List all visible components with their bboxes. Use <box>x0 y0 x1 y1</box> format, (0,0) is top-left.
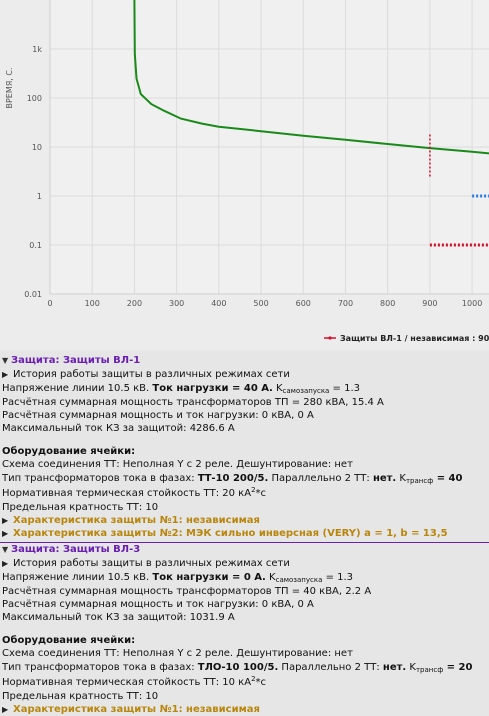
prot3-tt-row: Тип трансформаторов тока в фазах: ТЛО-10… <box>2 662 473 674</box>
x-tick-label: 1000 <box>462 299 482 308</box>
green-curve-series <box>133 0 489 155</box>
prot1-k-transf: = 40 <box>433 473 463 484</box>
prot3-char1-label[interactable]: Характеристика защиты №1: независимая <box>13 704 260 715</box>
prot1-equipment-heading: Оборудование ячейки: <box>2 446 136 457</box>
prot1-char1-toggle[interactable]: ▶ Характеристика защиты №1: независимая <box>0 514 489 527</box>
prot3-title[interactable]: Защита: Защиты ВЛ-3 <box>11 544 141 555</box>
y-axis-label: ВРЕМЯ, С. <box>5 67 14 108</box>
expand-icon[interactable]: ▶ <box>2 705 9 714</box>
prot1-history-toggle[interactable]: ▶ История работы защиты в различных режим… <box>0 368 489 381</box>
prot1-k-value: = 1.3 <box>329 383 360 394</box>
prot3-calc-load: Расчётная суммарная мощность и ток нагру… <box>2 599 314 610</box>
prot1-scheme: Схема соединения ТТ: Неполная Y с 2 реле… <box>2 459 353 470</box>
x-tick-label: 800 <box>380 299 395 308</box>
legend-marker[interactable] <box>328 336 332 340</box>
x-tick-label: 100 <box>85 299 100 308</box>
prot1-tt-type: ТТ-10 200/5. <box>197 473 269 484</box>
prot3-thermal: Нормативная термическая стойкость ТТ: 10… <box>2 675 267 689</box>
prot1-thermal: Нормативная термическая стойкость ТТ: 20… <box>2 486 267 500</box>
prot3-title-row[interactable]: ▼ Защита: Защиты ВЛ-3 <box>0 542 489 557</box>
prot1-load-current: Ток нагрузки = 40 А. <box>152 383 273 394</box>
x-tick-label: 400 <box>211 299 226 308</box>
prot1-calc-load: Расчётная суммарная мощность и ток нагру… <box>2 410 314 421</box>
prot3-history-label[interactable]: История работы защиты в различных режима… <box>13 558 290 569</box>
prot1-history-label[interactable]: История работы защиты в различных режима… <box>13 369 290 380</box>
time-current-chart: 0 100 200 300 400 500 600 700 800 900 1000 0.01 0.1 1… <box>0 0 489 350</box>
y-tick-label: 1 <box>37 192 42 201</box>
prot1-char1-label[interactable]: Характеристика защиты №1: независимая <box>13 515 260 526</box>
prot3-load-current: Ток нагрузки = 0 А. <box>152 572 266 583</box>
y-tick-label: 0.01 <box>24 290 42 299</box>
x-tick-label: 300 <box>169 299 184 308</box>
prot1-calc-power: Расчётная суммарная мощность трансформат… <box>2 397 384 408</box>
x-tick-label: 600 <box>296 299 311 308</box>
prot1-char2-label[interactable]: Характеристика защиты №2: МЭК сильно инв… <box>13 528 448 539</box>
prot3-scheme: Схема соединения ТТ: Неполная Y с 2 реле… <box>2 648 353 659</box>
y-tick-label: 10 <box>32 143 42 152</box>
prot3-k-transf: = 20 <box>443 662 473 673</box>
protection-info-panel: ▼ Защита: Защиты ВЛ-1 ▶ История работы за… <box>0 354 489 716</box>
legend-label[interactable]: Защиты ВЛ-1 / независимая : 90 <box>340 334 489 343</box>
x-tick-label: 200 <box>127 299 142 308</box>
x-tick-label: 900 <box>422 299 437 308</box>
expand-icon[interactable]: ▶ <box>2 516 9 525</box>
x-tick-label: 500 <box>253 299 268 308</box>
prot3-tt-type: ТЛО-10 100/5. <box>197 662 279 673</box>
prot3-multiplicity: Предельная кратность ТТ: 10 <box>2 691 159 702</box>
x-tick-label: 700 <box>338 299 353 308</box>
prot3-max-kz: Максимальный ток КЗ за защитой: 1031.9 А <box>2 612 235 623</box>
expand-icon[interactable]: ▶ <box>2 559 9 568</box>
y-tick-label: 0.1 <box>29 241 42 250</box>
prot3-history-toggle[interactable]: ▶ История работы защиты в различных режим… <box>0 557 489 570</box>
collapse-icon[interactable]: ▼ <box>2 356 9 365</box>
prot1-title-row[interactable]: ▼ Защита: Защиты ВЛ-1 <box>0 354 489 368</box>
prot1-voltage-row: Напряжение линии 10.5 кВ. Ток нагрузки =… <box>2 383 360 395</box>
prot3-char1-toggle[interactable]: ▶ Характеристика защиты №1: независимая <box>0 703 489 716</box>
prot1-multiplicity: Предельная кратность ТТ: 10 <box>2 502 159 513</box>
chart-svg: 0 100 200 300 400 500 600 700 800 900 1000 0.01 0.1 1… <box>0 0 489 350</box>
prot1-max-kz: Максимальный ток КЗ за защитой: 4286.6 А <box>2 423 235 434</box>
prot1-title[interactable]: Защита: Защиты ВЛ-1 <box>11 355 141 366</box>
y-tick-label: 100 <box>27 94 42 103</box>
x-tick-label: 0 <box>47 299 52 308</box>
expand-icon[interactable]: ▶ <box>2 529 9 538</box>
expand-icon[interactable]: ▶ <box>2 370 9 379</box>
prot3-calc-power: Расчётная суммарная мощность трансформат… <box>2 586 372 597</box>
prot3-voltage-row: Напряжение линии 10.5 кВ. Ток нагрузки =… <box>2 572 354 584</box>
prot1-char2-toggle[interactable]: ▶ Характеристика защиты №2: МЭК сильно ин… <box>0 527 489 540</box>
prot1-tt-row: Тип трансформаторов тока в фазах: ТТ-10 … <box>2 473 463 485</box>
collapse-icon[interactable]: ▼ <box>2 545 9 554</box>
prot3-equipment-heading: Оборудование ячейки: <box>2 635 136 646</box>
prot3-k-value: = 1.3 <box>322 572 354 583</box>
y-tick-label: 1k <box>32 45 42 54</box>
